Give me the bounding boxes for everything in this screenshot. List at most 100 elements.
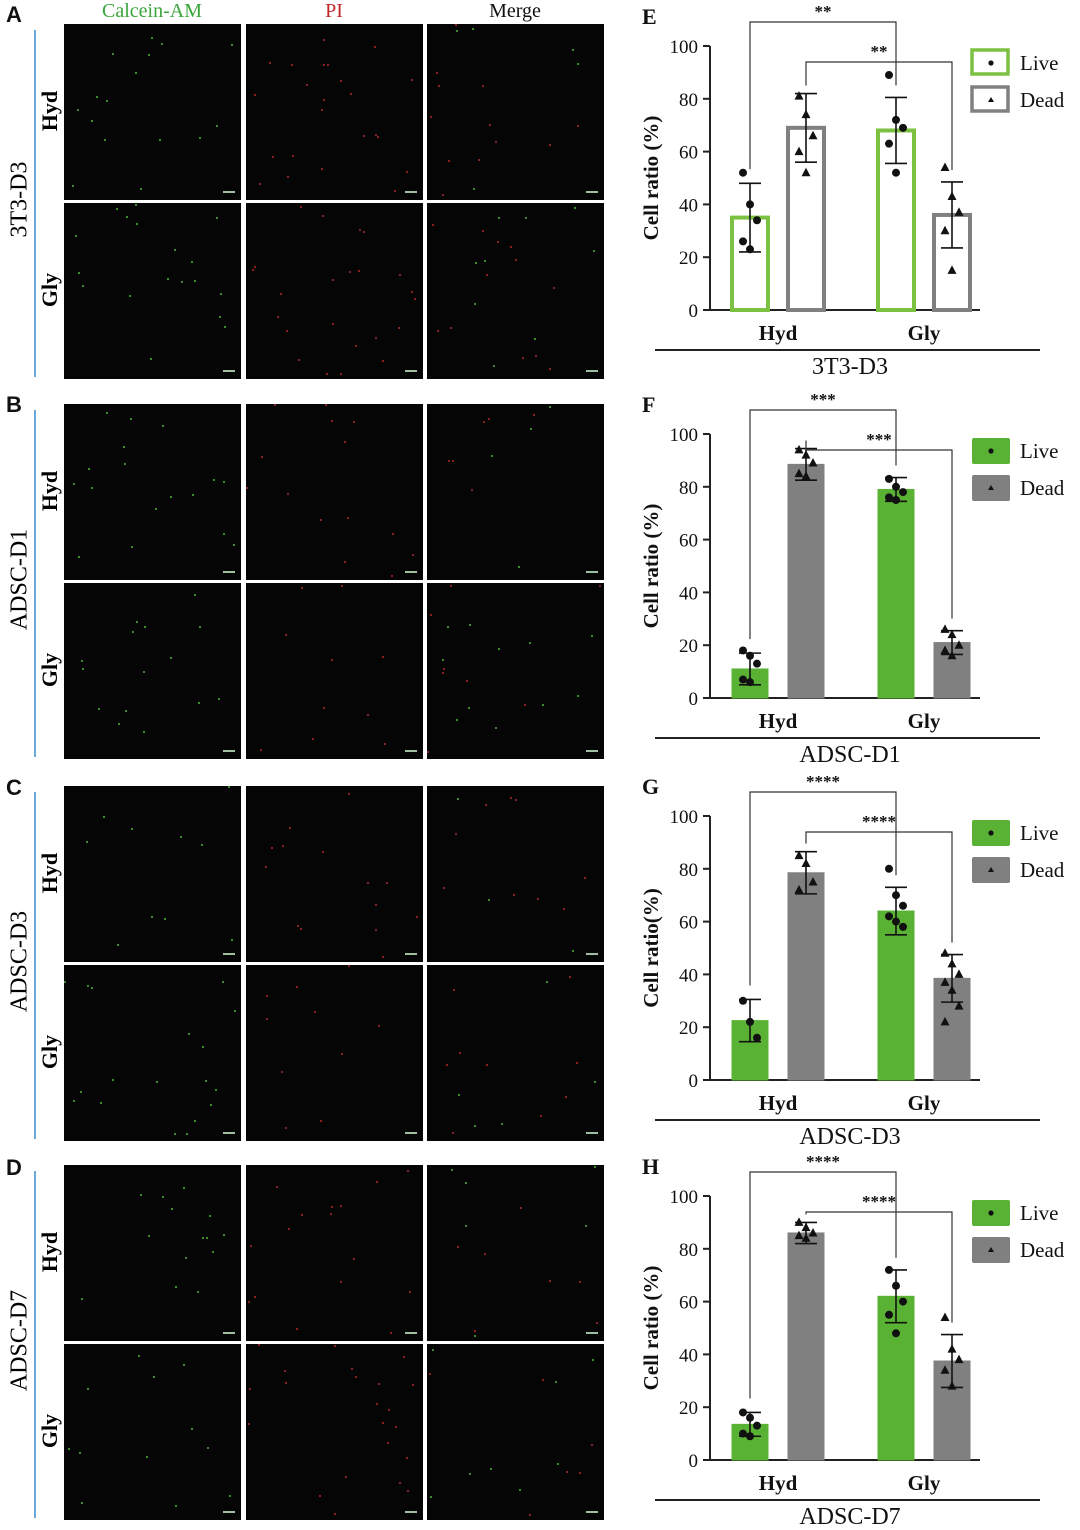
fluorescent-cell: [135, 72, 137, 74]
fluorescent-cell: [229, 1495, 231, 1497]
fluorescent-cell: [246, 487, 248, 489]
fluorescent-cell: [427, 751, 429, 753]
bar-live: [877, 488, 915, 699]
scale-bar: [405, 370, 417, 372]
scale-bar: [223, 953, 235, 955]
data-point-dead: [801, 450, 811, 459]
fluorescent-cell: [87, 985, 89, 987]
x-axis-label: 3T3-D3: [812, 354, 888, 380]
data-point-dead: [947, 1381, 957, 1390]
group-label: ADSC-D1: [6, 528, 33, 631]
data-point-live: [739, 675, 747, 684]
fluorescent-cell: [191, 1428, 193, 1430]
legend-marker-dead: [988, 1247, 994, 1252]
data-point-dead: [947, 985, 957, 994]
fluorescent-cell: [510, 797, 512, 799]
fluorescent-cell: [323, 99, 325, 101]
fluorescent-cell: [194, 280, 196, 282]
scale-bar: [223, 1132, 235, 1134]
fluorescent-cell: [553, 287, 555, 289]
fluorescent-cell: [437, 330, 439, 332]
fluorescent-cell: [199, 626, 201, 628]
y-tick-label: 60: [679, 913, 698, 934]
fluorescent-cell: [209, 1215, 211, 1217]
data-point-live: [746, 245, 754, 254]
fluorescent-cell: [116, 208, 118, 210]
fluorescent-cell: [78, 272, 80, 274]
data-point-live: [892, 482, 900, 491]
fluorescent-cell: [398, 327, 400, 329]
bar-live: [877, 1295, 915, 1461]
fluorescent-cell: [281, 1071, 283, 1073]
fluorescent-cell: [542, 704, 544, 706]
fluorescent-cell: [186, 1133, 188, 1135]
fluorescent-cell: [183, 1187, 185, 1189]
fluorescent-cell: [457, 1246, 459, 1248]
fluorescent-cell: [164, 918, 166, 920]
fluorescent-cell: [103, 816, 105, 818]
data-point-live: [885, 474, 893, 483]
scale-bar: [586, 1511, 598, 1513]
fluorescent-cell: [222, 981, 224, 983]
fluorescent-cell: [322, 215, 324, 217]
fluorescent-cell: [563, 908, 565, 910]
significance-label: ****: [806, 772, 840, 791]
fluorescent-cell: [498, 648, 500, 650]
data-point-live: [899, 123, 907, 132]
fluorescent-cell: [486, 1064, 488, 1066]
y-tick-label: 80: [679, 90, 698, 111]
fluorescent-cell: [100, 1102, 102, 1104]
fluorescent-cell: [577, 695, 579, 697]
fluorescent-cell: [498, 217, 500, 219]
data-point-dead: [801, 471, 811, 480]
fluorescent-cell: [359, 229, 361, 231]
fluorescent-cell: [448, 460, 450, 462]
y-axis-label: Cell ratio (%): [639, 504, 663, 629]
significance-bracket-dead: [805, 831, 953, 943]
fluorescent-cell: [331, 1206, 333, 1208]
micrograph: [246, 404, 423, 580]
micrograph: [246, 1165, 423, 1341]
data-point-live: [885, 912, 893, 921]
fluorescent-cell: [191, 261, 193, 263]
fluorescent-cell: [579, 1281, 581, 1283]
data-point-live: [739, 1429, 747, 1438]
fluorescent-cell: [411, 291, 413, 293]
fluorescent-cell: [171, 1208, 173, 1210]
scale-bar: [405, 750, 417, 752]
fluorescent-cell: [321, 109, 323, 111]
x-tick-label: Hyd: [759, 1091, 798, 1115]
fluorescent-cell: [456, 30, 458, 32]
fluorescent-cell: [535, 355, 537, 357]
chart-e: E 0 20 40 60 80 100 Cell ratio (%) Hyd Gly 3T3-D3 *…: [639, 2, 1065, 380]
data-point-dead: [940, 225, 950, 235]
fluorescent-cell: [378, 1025, 380, 1027]
y-tick-label: 0: [689, 689, 699, 710]
fluorescent-cell: [175, 1505, 177, 1507]
fluorescent-cell: [549, 1280, 551, 1282]
legend-label-live: Live: [1020, 439, 1058, 463]
fluorescent-cell: [456, 719, 458, 721]
fluorescent-cell: [344, 561, 346, 563]
fluorescent-cell: [414, 298, 416, 300]
fluorescent-cell: [197, 1291, 199, 1293]
data-point-dead: [940, 948, 950, 957]
micrograph: [427, 583, 604, 759]
y-tick-label: 20: [679, 636, 698, 657]
fluorescent-cell: [341, 1053, 343, 1055]
legend-label-dead: Dead: [1020, 88, 1065, 112]
fluorescent-cell: [86, 841, 88, 843]
y-axis-label: Cell ratio (%): [639, 1266, 663, 1391]
significance-label: ***: [810, 390, 836, 409]
fluorescent-cell: [522, 357, 524, 359]
fluorescent-cell: [212, 1251, 214, 1253]
scale-bar: [405, 1511, 417, 1513]
fluorescent-cell: [285, 1382, 287, 1384]
data-point-live: [899, 901, 907, 910]
fluorescent-cell: [430, 116, 432, 118]
fluorescent-cell: [306, 84, 308, 86]
fluorescent-cell: [455, 24, 457, 26]
fluorescent-cell: [519, 1489, 521, 1491]
fluorescent-cell: [277, 316, 279, 318]
fluorescent-cell: [117, 944, 119, 946]
